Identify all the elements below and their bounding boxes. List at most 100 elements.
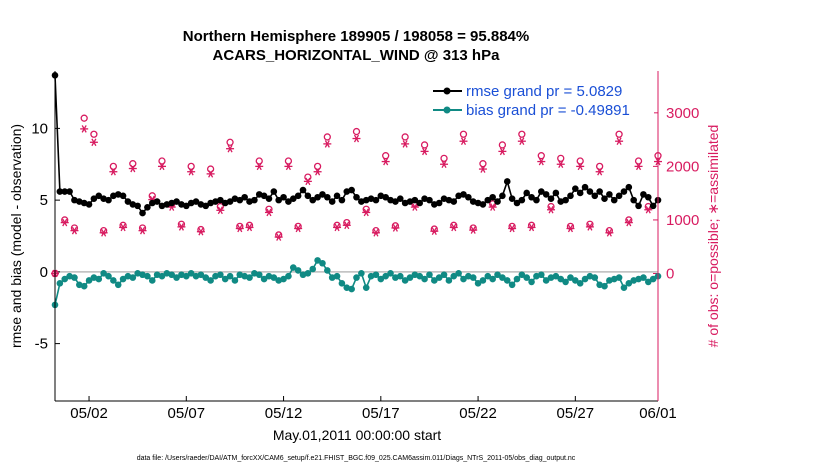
rmse-point [606, 191, 613, 198]
obs-assimilated-marker [527, 223, 536, 232]
bias-point [207, 277, 214, 284]
obs-possible-marker [80, 114, 88, 122]
bias-point [333, 272, 341, 280]
bias-point [489, 275, 496, 283]
bias-point [95, 275, 103, 283]
rmse-point [226, 198, 234, 205]
rmse-point [601, 195, 608, 202]
bias-point [421, 275, 428, 283]
rmse-point [382, 193, 389, 201]
obs-assimilated-marker [206, 170, 215, 178]
obs-assimilated-marker [187, 167, 196, 176]
obs-possible-marker [187, 162, 195, 171]
chart-title-line2: ACARS_HORIZONTAL_WIND @ 313 hPa [213, 47, 501, 64]
obs-possible-marker [557, 154, 565, 162]
bias-point [129, 274, 137, 281]
bias-point [499, 274, 506, 281]
obs-assimilated-marker [459, 137, 468, 146]
bias-point [396, 272, 404, 280]
rmse-point [236, 196, 244, 204]
rmse-point [581, 183, 589, 191]
obs-assimilated-marker [576, 162, 585, 171]
obs-assimilated-marker [352, 134, 361, 143]
rmse-point [182, 202, 190, 210]
rmse-point [523, 189, 531, 197]
obs-assimilated-marker [284, 162, 293, 171]
rmse-point [294, 192, 302, 200]
rmse-point [533, 196, 540, 204]
legend-box [428, 80, 654, 124]
rmse-point [144, 204, 151, 211]
obs-possible-marker [352, 127, 361, 136]
bias-point [158, 272, 166, 280]
rmse-point [537, 188, 545, 195]
chart-title-line1: Northern Hemisphere 189905 / 198058 = 95… [183, 28, 529, 45]
obs-possible-marker [284, 157, 293, 165]
obs-assimilated-marker [245, 223, 254, 232]
bias-point [601, 282, 608, 290]
bias-point [217, 271, 224, 279]
x-tick-label: 05/22 [459, 405, 497, 422]
obs-assimilated-marker [644, 205, 653, 214]
rmse-point [270, 188, 278, 195]
obs-assimilated-marker [401, 140, 410, 148]
bias-point [338, 280, 346, 287]
bias-point [640, 274, 647, 281]
rmse-point [610, 196, 618, 204]
bias-point [246, 274, 253, 281]
bias-point [71, 274, 78, 281]
obs-possible-marker [313, 162, 322, 171]
obs-possible-marker [323, 133, 331, 141]
obs-assimilated-marker [478, 165, 487, 173]
rmse-point [484, 196, 492, 204]
bias-point [362, 284, 370, 291]
legend-bias-label: bias grand pr = -0.49891 [466, 102, 630, 119]
rmse-point [173, 198, 180, 205]
rmse-point [572, 185, 579, 192]
rmse-point [85, 201, 93, 208]
bias-point [80, 282, 88, 290]
bias-point [401, 277, 409, 284]
obs-possible-marker [420, 141, 429, 149]
bias-point [620, 284, 628, 291]
obs-assimilated-marker [60, 218, 69, 227]
obs-assimilated-marker [547, 205, 556, 214]
obs-assimilated-marker [508, 224, 517, 233]
bias-point [474, 280, 482, 287]
bias-point [173, 274, 180, 281]
obs-assimilated-marker [449, 223, 458, 232]
bias-point [406, 274, 414, 281]
rmse-series [51, 72, 662, 217]
obs-possible-marker [595, 162, 604, 171]
bias-point [440, 271, 448, 279]
rmse-point [299, 186, 307, 194]
rmse-point [285, 198, 292, 205]
rmse-point [479, 201, 487, 208]
rmse-point [202, 202, 210, 210]
rmse-point [241, 193, 248, 201]
rmse-point [508, 195, 516, 202]
rmse-point [304, 192, 312, 200]
rmse-point [61, 188, 69, 195]
rmse-point [620, 188, 628, 195]
bias-point [382, 272, 389, 280]
bias-point [197, 271, 205, 279]
rmse-point [392, 198, 399, 205]
rmse-point [416, 199, 424, 207]
bias-point [304, 270, 312, 277]
rmse-point [528, 193, 535, 201]
bias-point [324, 267, 331, 274]
y-right-tick-label: 3000 [666, 105, 699, 122]
bias-point [168, 271, 176, 279]
rmse-point [260, 192, 268, 200]
rmse-point [280, 193, 287, 201]
obs-assimilated-marker [566, 224, 575, 233]
legend-bias-marker [443, 106, 451, 114]
rmse-point [66, 188, 73, 195]
obs-assimilated-marker [595, 167, 604, 176]
legend-rmse-label: rmse grand pr = 5.0829 [466, 83, 622, 100]
bias-point [450, 272, 458, 280]
rmse-point [562, 196, 569, 204]
x-tick-label: 06/01 [639, 405, 677, 422]
bias-point [119, 275, 127, 283]
